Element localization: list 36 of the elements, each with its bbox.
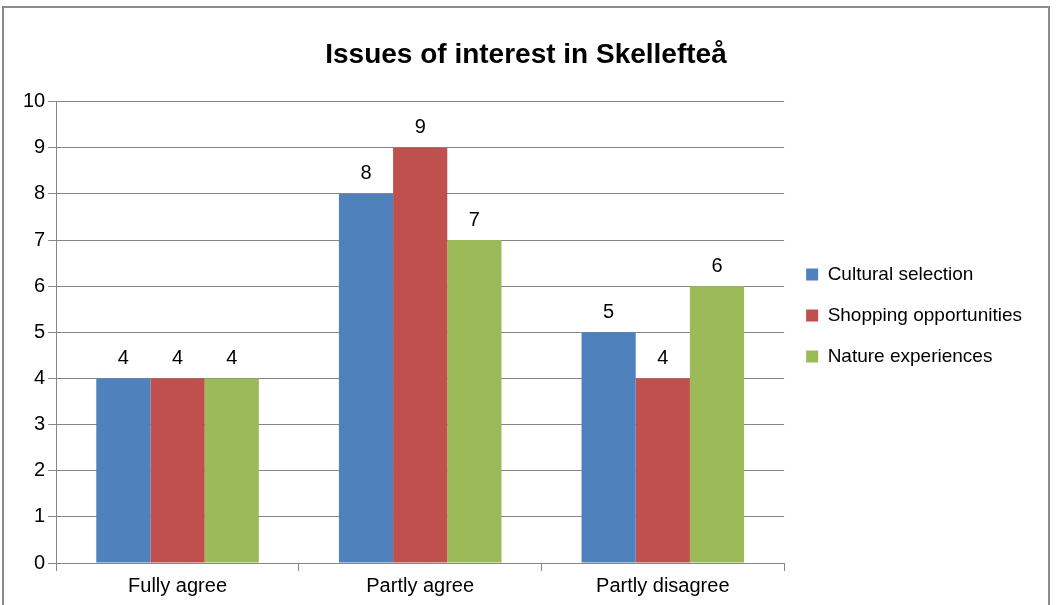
y-tick-label: 4 bbox=[34, 365, 46, 388]
data-label: 7 bbox=[468, 207, 480, 230]
bar bbox=[338, 193, 394, 563]
y-tick-label: 9 bbox=[34, 135, 46, 158]
y-tick-label: 5 bbox=[34, 319, 46, 342]
legend-label: Nature experiences bbox=[827, 344, 993, 366]
data-label: 4 bbox=[172, 345, 184, 368]
y-tick-label: 8 bbox=[34, 181, 46, 204]
bar bbox=[96, 378, 151, 563]
y-tick-label: 6 bbox=[34, 273, 46, 296]
bar bbox=[581, 332, 636, 563]
x-tick-label: Partly disagree bbox=[596, 573, 730, 596]
data-label: 8 bbox=[360, 161, 372, 184]
data-label: 5 bbox=[603, 299, 615, 322]
data-label: 4 bbox=[117, 345, 129, 368]
legend-label: Shopping opportunities bbox=[827, 303, 1023, 325]
bar bbox=[150, 378, 205, 563]
bar bbox=[204, 378, 259, 563]
bar bbox=[393, 147, 448, 563]
chart-title: Issues of interest in Skellefteå bbox=[325, 37, 728, 69]
y-tick-label: 7 bbox=[34, 227, 46, 250]
y-tick-label: 2 bbox=[34, 458, 46, 481]
y-tick-label: 10 bbox=[23, 89, 46, 112]
x-tick-label: Fully agree bbox=[128, 573, 228, 596]
legend-label: Cultural selection bbox=[827, 262, 974, 284]
y-tick-label: 0 bbox=[34, 550, 46, 573]
x-tick-label: Partly agree bbox=[366, 573, 475, 596]
bar bbox=[689, 286, 745, 563]
y-tick-label: 1 bbox=[34, 504, 46, 527]
y-tick-label: 3 bbox=[34, 412, 46, 435]
data-label: 4 bbox=[226, 345, 238, 368]
data-label: 4 bbox=[657, 345, 669, 368]
data-label: 9 bbox=[414, 115, 426, 138]
bar bbox=[447, 240, 502, 563]
data-label: 6 bbox=[711, 253, 723, 276]
bar bbox=[635, 378, 690, 563]
